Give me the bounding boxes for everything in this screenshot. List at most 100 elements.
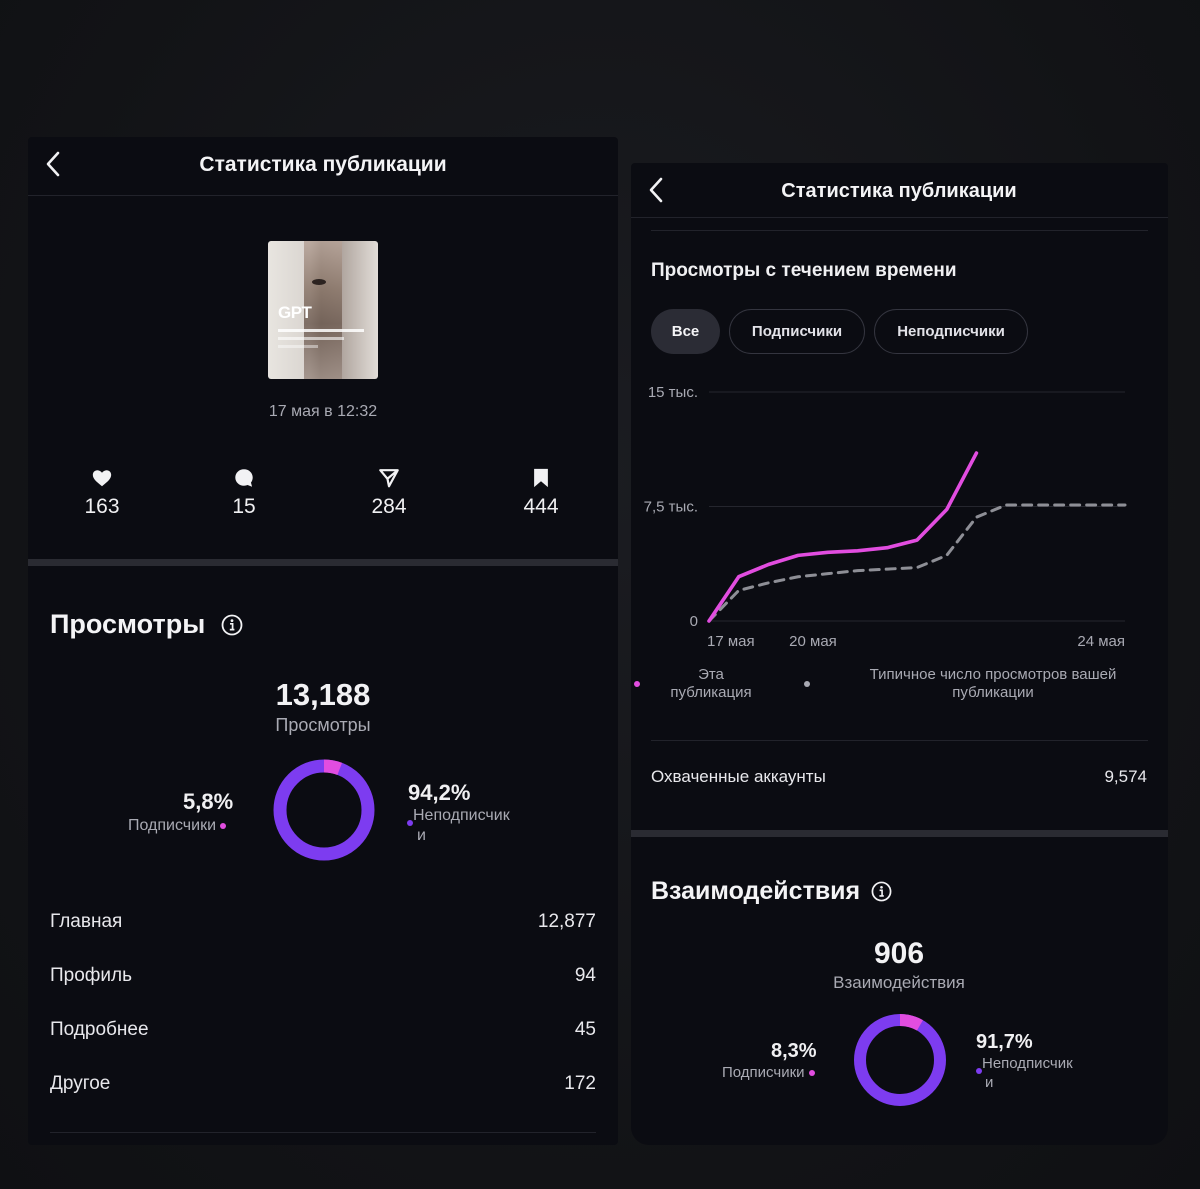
saves-count: 444 (523, 495, 559, 518)
shares-stat[interactable]: 284 (334, 467, 444, 519)
nonfollowers-dot (976, 1068, 982, 1074)
y-tick-label: 15 тыс. (648, 384, 698, 401)
nonfollowers-label: Неподписчик и (976, 1055, 1073, 1092)
legend-typical-text: Типичное число просмотров вашей (869, 666, 1117, 683)
nonfollowers-percent: 91,7% (976, 1031, 1033, 1053)
interactions-total: 906 (873, 937, 925, 970)
legend-this-post-dot (634, 681, 640, 687)
heart-icon (92, 470, 112, 487)
donut-nonfollowers-segment (854, 1014, 946, 1106)
views-over-time-chart: 15 тыс. 7,5 тыс. 0 17 мая 20 мая 24 мая (644, 384, 1127, 650)
x-tick-label: 24 мая (1077, 633, 1125, 650)
saves-stat[interactable]: 444 (486, 467, 596, 519)
interactions-donut-chart (854, 1014, 946, 1106)
source-row-home: Главная 12,877 (50, 911, 596, 933)
followers-percent: 5,8% (183, 789, 234, 814)
interactions-total-label: Взаимодействия (833, 973, 965, 992)
filter-all[interactable]: Все (651, 309, 720, 354)
followers-label-text: Подписчики (722, 1064, 805, 1081)
nonfollowers-label-wrap: и (417, 827, 426, 844)
source-label: Другое (50, 1073, 111, 1094)
legend-this-post-text: публикация (670, 684, 752, 701)
post-thumbnail[interactable]: GPT (268, 241, 378, 379)
legend-this-post: Эта публикация (634, 666, 771, 702)
legend-typical-dot (804, 681, 810, 687)
source-label: Главная (50, 911, 123, 932)
list-bottom-divider (50, 1132, 596, 1133)
followers-percent: 8,3% (771, 1040, 817, 1062)
source-row-profile: Профиль 94 (50, 965, 596, 987)
y-tick-label: 0 (690, 613, 698, 630)
followers-label: Подписчики (722, 1063, 815, 1082)
header-divider (28, 195, 618, 196)
views-donut-chart (273, 759, 375, 861)
interactions-heading: Взаимодействия (651, 877, 861, 905)
thumbnail-text-line (278, 337, 344, 340)
back-chevron-icon[interactable] (44, 151, 62, 177)
source-value: 172 (564, 1073, 596, 1094)
donut-followers-segment (273, 759, 375, 861)
filter-nonfollowers[interactable]: Неподписчики (874, 309, 1028, 354)
info-icon[interactable] (871, 881, 892, 902)
reach-divider (651, 740, 1148, 741)
bookmark-icon (534, 468, 548, 488)
comments-stat[interactable]: 15 (189, 467, 299, 519)
donut-followers-segment (854, 1014, 946, 1106)
x-tick-label: 20 мая (789, 633, 837, 650)
chart-section-title: Просмотры с течением времени (651, 260, 957, 281)
reached-label: Охваченные аккаунты (651, 767, 826, 786)
thumbnail-eye (312, 279, 326, 285)
comment-icon (235, 469, 253, 487)
likes-stat[interactable]: 163 (47, 467, 157, 519)
followers-label-text: Подписчики (128, 817, 217, 834)
comments-count: 15 (232, 495, 256, 518)
page-title: Статистика публикации (199, 153, 447, 176)
page-title: Статистика публикации (781, 180, 1017, 202)
nonfollowers-percent: 94,2% (408, 780, 471, 805)
nonfollowers-label-text: Неподписчик (413, 807, 510, 824)
thumbnail-text-line (278, 345, 318, 348)
thumbnail-title: GPT (278, 303, 312, 322)
series-line-typical (707, 503, 1127, 623)
legend-this-post-text: Эта (698, 666, 724, 683)
send-icon (379, 469, 399, 488)
legend-typical-text: публикации (952, 684, 1034, 701)
nonfollowers-label-text: Неподписчик (982, 1055, 1073, 1072)
post-date: 17 мая в 12:32 (268, 403, 378, 420)
back-chevron-icon[interactable] (647, 177, 665, 203)
reached-accounts-row: Охваченные аккаунты 9,574 (651, 767, 1147, 787)
thumbnail-face (304, 241, 342, 379)
source-value: 94 (574, 965, 596, 986)
section-divider (631, 830, 1168, 837)
donut-nonfollowers-segment (273, 759, 375, 861)
series-line-this-post (707, 451, 979, 623)
followers-dot (808, 1070, 815, 1077)
x-tick-label: 17 мая (707, 633, 755, 650)
source-value: 45 (574, 1019, 596, 1040)
post-stats-panel-left: Статистика публикации GPT 17 мая в 12:32… (28, 137, 618, 1145)
views-heading: Просмотры (50, 609, 206, 639)
nonfollowers-label-wrap: и (985, 1074, 994, 1091)
nonfollowers-dot (407, 820, 413, 826)
views-total-label: Просмотры (275, 715, 371, 735)
source-value: 12,877 (537, 911, 596, 932)
shares-count: 284 (371, 495, 407, 518)
filter-followers[interactable]: Подписчики (729, 309, 865, 354)
thumbnail-text-line (278, 329, 364, 332)
source-label: Подробнее (50, 1019, 149, 1040)
source-label: Профиль (50, 965, 133, 986)
y-tick-label: 7,5 тыс. (644, 499, 698, 516)
info-icon[interactable] (221, 614, 243, 636)
likes-count: 163 (84, 495, 120, 518)
legend-typical: Типичное число просмотров вашей публикац… (804, 666, 1131, 702)
source-row-other: Другое 172 (50, 1073, 596, 1095)
nonfollowers-label: Неподписчик и (407, 806, 510, 845)
section-divider (28, 559, 618, 566)
followers-label: Подписчики (128, 816, 227, 835)
reached-value: 9,574 (1104, 767, 1147, 786)
followers-dot (220, 822, 227, 829)
post-stats-panel-right: Статистика публикации Просмотры с течени… (631, 163, 1168, 1145)
source-row-more: Подробнее 45 (50, 1019, 596, 1041)
header-divider (631, 217, 1168, 218)
views-total: 13,188 (275, 677, 371, 712)
